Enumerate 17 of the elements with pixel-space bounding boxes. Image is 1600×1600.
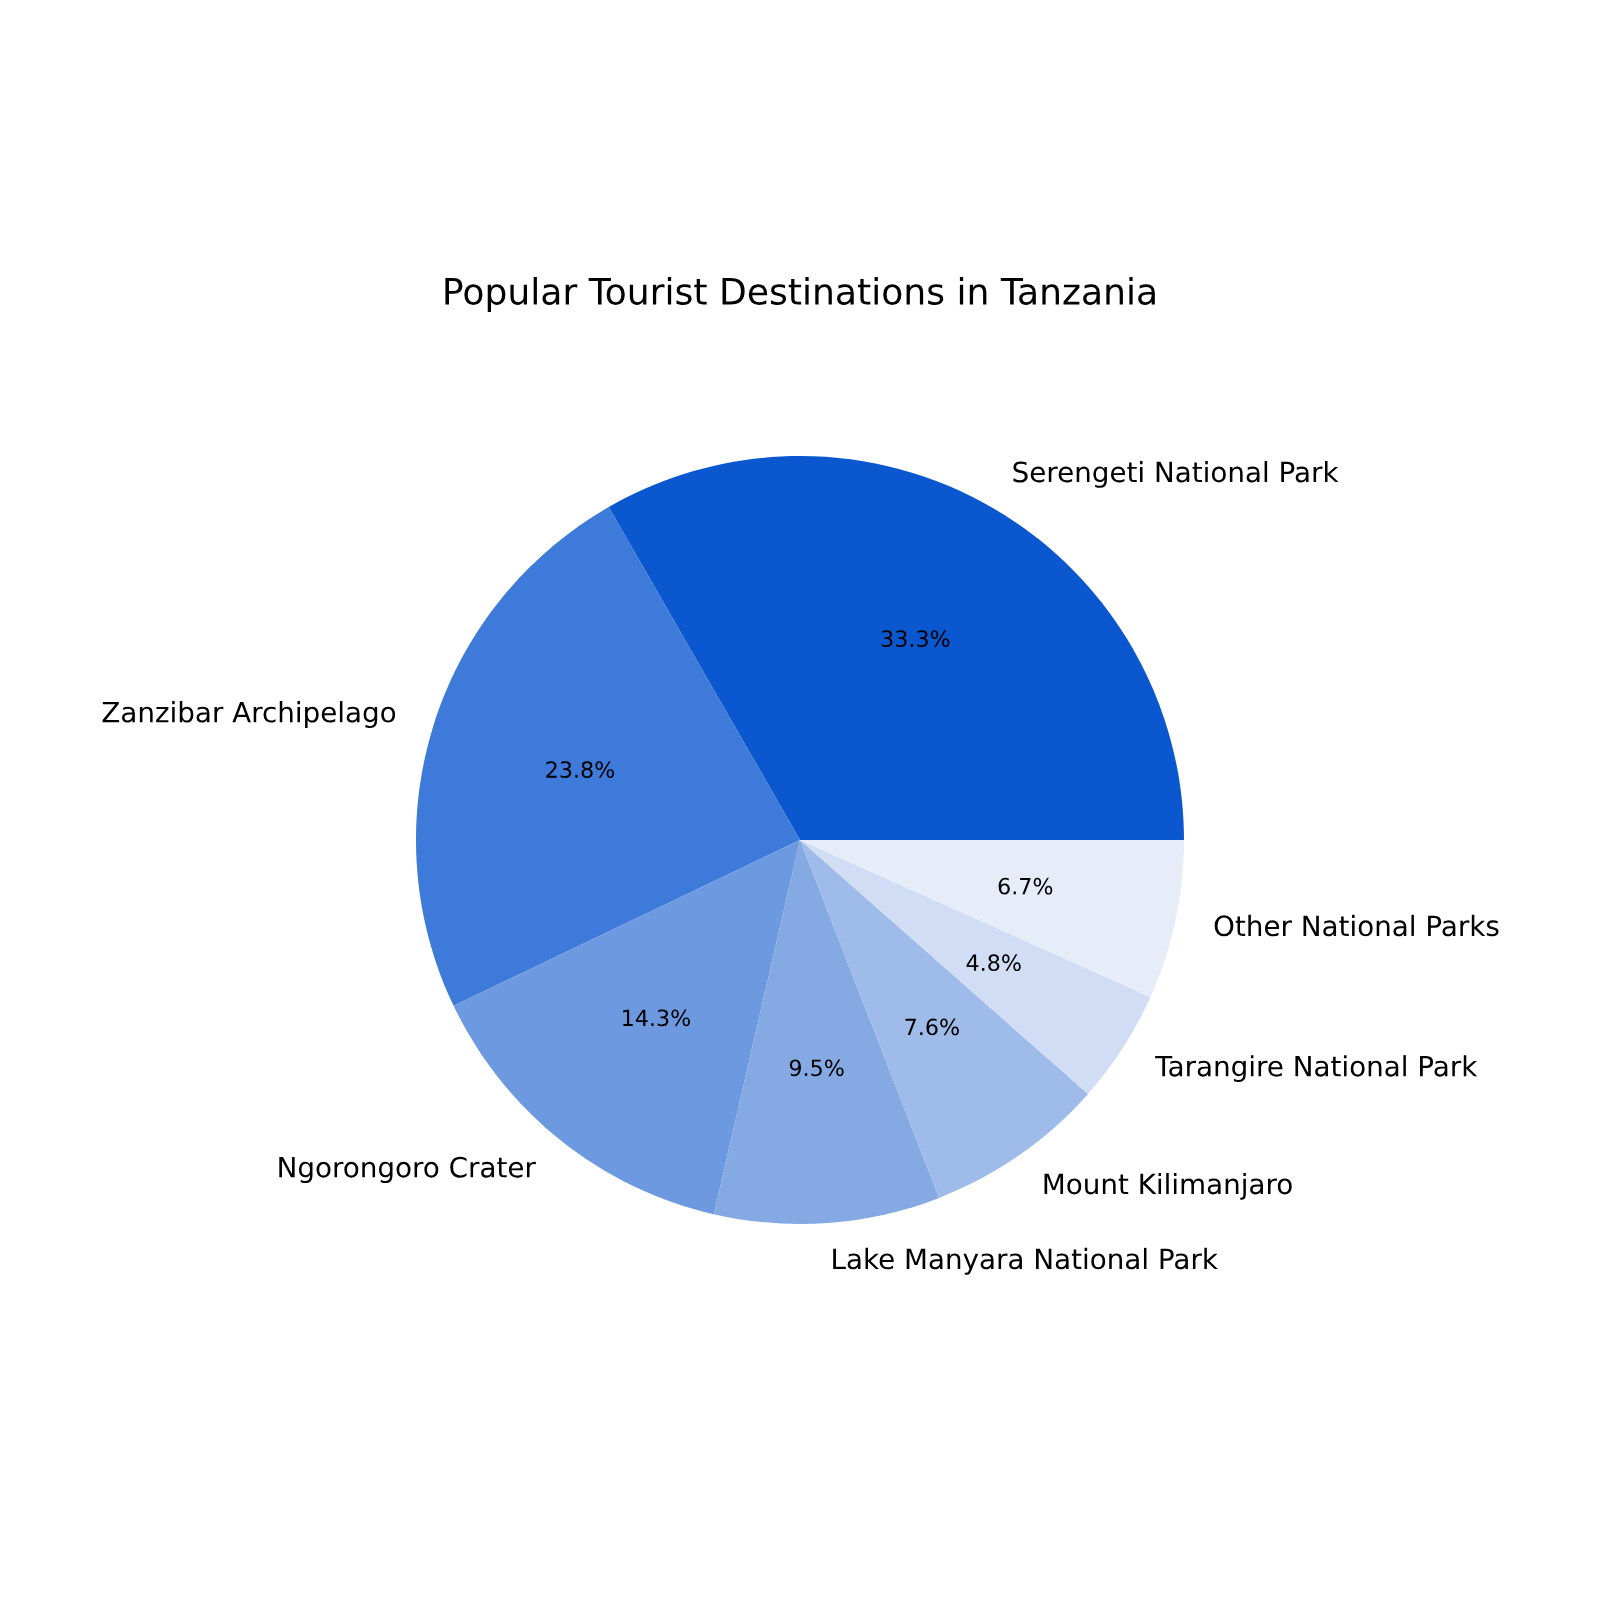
slice-label: Other National Parks [1214, 914, 1499, 937]
slice-label: Lake Manyara National Park [833, 1247, 1218, 1275]
slice-label: Ngorongoro Crater [279, 1156, 536, 1184]
data-label: 23.8% [546, 761, 615, 779]
slice-label: Tarangire National Park [1155, 1055, 1478, 1083]
chart-title: Popular Tourist Destinations in Tanzania [445, 277, 1155, 312]
slice-label: Zanzibar Archipelago [102, 701, 396, 728]
slice-label: Serengeti National Park [1013, 460, 1339, 488]
data-label: 4.8% [966, 954, 1021, 972]
pie-slice [800, 840, 1184, 997]
pie-slice [416, 507, 800, 1006]
data-label: 6.7% [998, 877, 1053, 895]
data-label: 14.3% [623, 1009, 691, 1027]
data-label: 33.3% [881, 630, 950, 648]
data-label: 7.6% [905, 1018, 959, 1036]
slice-label: Mount Kilimanjaro [1044, 1172, 1292, 1200]
data-label: 9.5% [789, 1059, 844, 1077]
